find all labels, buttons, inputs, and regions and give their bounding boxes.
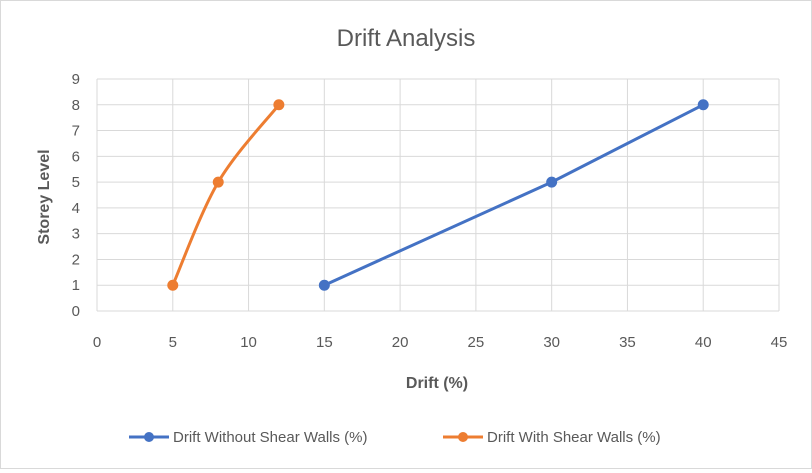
x-tick-label-7: 35 — [619, 334, 636, 351]
series-line-2 — [171, 103, 281, 287]
y-tick-label-0: 0 — [72, 303, 80, 320]
legend-label-1: Drift Without Shear Walls (%) — [173, 429, 367, 446]
y-tick-label-9: 9 — [72, 71, 80, 88]
x-tick-label-8: 40 — [695, 334, 712, 351]
x-tick-label-9: 45 — [771, 334, 788, 351]
x-axis-ticks: 0 5 10 15 20 25 30 35 40 45 — [93, 334, 788, 351]
legend-item-1: Drift Without Shear Walls (%) — [129, 429, 367, 446]
x-tick-label-6: 30 — [543, 334, 560, 351]
series-layer — [167, 99, 709, 291]
series-2-point-2 — [212, 176, 224, 188]
legend-item-2: Drift With Shear Walls (%) — [443, 429, 661, 446]
chart-title: Drift Analysis — [337, 25, 476, 52]
y-tick-label-3: 3 — [72, 226, 80, 243]
series-line-1 — [322, 103, 705, 287]
x-tick-label-4: 20 — [392, 334, 409, 351]
y-tick-label-6: 6 — [72, 148, 80, 165]
x-tick-label-1: 5 — [169, 334, 177, 351]
y-tick-label-8: 8 — [72, 97, 80, 114]
series-1-point-3 — [697, 99, 709, 111]
x-tick-label-3: 15 — [316, 334, 333, 351]
x-axis-label: Drift (%) — [406, 375, 468, 392]
y-axis-label: Storey Level — [36, 149, 53, 244]
legend-swatch-marker-1 — [144, 432, 154, 442]
y-axis-ticks: 0 1 2 3 4 5 6 7 8 9 — [72, 71, 80, 320]
x-tick-label-0: 0 — [93, 334, 101, 351]
gridlines — [96, 78, 780, 312]
y-tick-label-2: 2 — [72, 251, 80, 268]
y-tick-label-7: 7 — [72, 123, 80, 140]
series-1-point-2 — [546, 176, 558, 188]
legend: Drift Without Shear Walls (%) Drift With … — [129, 429, 661, 446]
x-tick-label-5: 25 — [468, 334, 485, 351]
y-tick-label-4: 4 — [72, 200, 80, 217]
x-tick-label-2: 10 — [240, 334, 257, 351]
y-tick-label-1: 1 — [72, 277, 80, 294]
y-tick-label-5: 5 — [72, 174, 80, 191]
series-2-point-1 — [167, 279, 179, 291]
legend-label-2: Drift With Shear Walls (%) — [487, 429, 661, 446]
series-2-point-3 — [273, 99, 285, 111]
series-1-point-1 — [318, 279, 330, 291]
legend-swatch-marker-2 — [458, 432, 468, 442]
